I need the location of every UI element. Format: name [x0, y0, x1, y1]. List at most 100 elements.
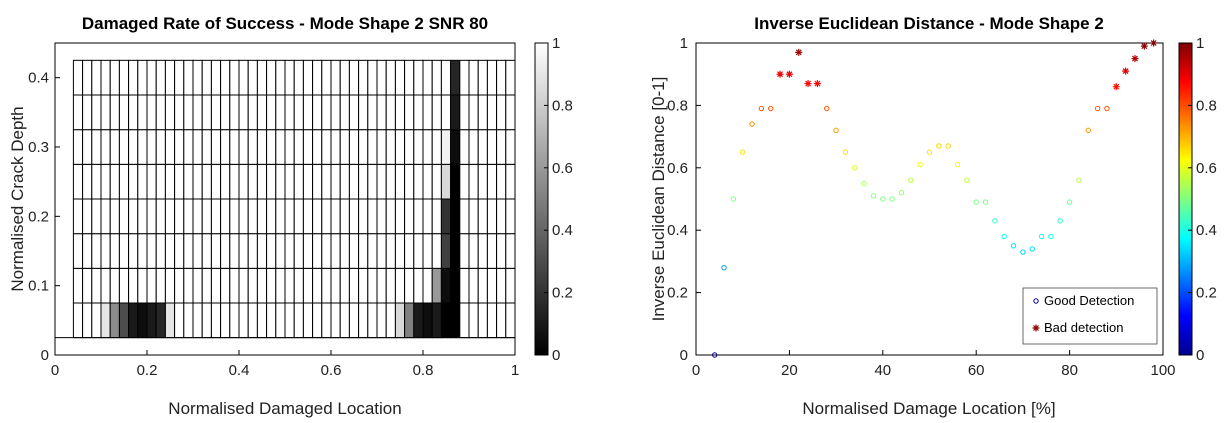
heatmap-cell [321, 198, 332, 235]
heatmap-cell [174, 129, 185, 165]
heatmap-cell [174, 302, 185, 339]
heatmap-cell [440, 233, 452, 269]
bad-detection-point [1112, 83, 1120, 91]
heatmap-cell [82, 198, 93, 235]
legend-marker-good [1033, 298, 1039, 304]
heatmap-cell [72, 267, 84, 304]
heatmap-cell [266, 233, 277, 269]
heatmap-cell [183, 233, 194, 269]
heatmap-cell [358, 198, 369, 235]
heatmap-cell [431, 267, 442, 304]
heatmap-cell [174, 198, 185, 235]
asterisk-stroke [814, 80, 821, 87]
heatmap-cell [496, 94, 507, 131]
heatmap-cell [275, 59, 286, 96]
heatmap-cell [440, 302, 452, 339]
heatmap-cell [284, 163, 295, 200]
bad-detection-point [1140, 42, 1148, 50]
heatmap-cell [376, 94, 387, 131]
heatmap-cell [128, 233, 139, 269]
asterisk-stroke [1113, 83, 1120, 90]
heatmap-cell [256, 129, 268, 165]
heatmap-cell [358, 94, 369, 131]
heatmap-cell [486, 163, 498, 200]
heatmap-cell [256, 94, 268, 131]
heatmap-cell [422, 59, 433, 96]
heatmap-cell [431, 233, 442, 269]
heatmap-cell [505, 233, 516, 269]
heatmap-cell [302, 302, 314, 339]
heatmap-colorbar-tick-label: 0.6 [552, 160, 573, 177]
heatmap-cell [358, 267, 369, 304]
bad-detection-point [1150, 39, 1158, 47]
heatmap-cell [192, 198, 203, 235]
heatmap-cell [358, 302, 369, 339]
heatmap-cell [72, 59, 84, 96]
heatmap-cell [293, 267, 304, 304]
heatmap-cell [137, 198, 148, 235]
heatmap-cell [450, 267, 461, 304]
heatmap-cell [302, 129, 314, 165]
heatmap-cell [459, 94, 470, 131]
heatmap-cell [358, 163, 369, 200]
heatmap-cell [348, 59, 360, 96]
heatmap-cell [450, 129, 461, 165]
heatmap-cell [385, 163, 396, 200]
heatmap-cell [367, 94, 378, 131]
good-detection-point [1010, 243, 1017, 249]
heatmap-cell [330, 198, 341, 235]
heatmap-cell [146, 267, 157, 304]
heatmap-cell [82, 59, 93, 96]
heatmap-cell [293, 163, 304, 200]
heatmap-cell [367, 302, 378, 339]
heatmap-cell [220, 233, 231, 269]
heatmap-cell [210, 129, 222, 165]
heatmap-cell [312, 302, 323, 339]
scatter-y-ticks: 0 0.2 0.4 0.6 0.8 1 [667, 35, 701, 364]
heatmap-cell [496, 267, 507, 304]
heatmap-cell [72, 129, 84, 165]
heatmap-cell [100, 302, 111, 339]
heatmap-y-tick-label: 0.4 [28, 70, 49, 87]
heatmap-cell [118, 94, 130, 131]
heatmap-y-tick-label: 0.3 [28, 139, 49, 156]
heatmap-cell [238, 129, 249, 165]
heatmap-cell [229, 59, 240, 96]
heatmap-cell [247, 198, 258, 235]
heatmap-cell [256, 233, 268, 269]
good-detection-point [926, 149, 933, 155]
heatmap-cell [477, 129, 488, 165]
heatmap-cell [109, 233, 120, 269]
heatmap-x-tick-label: 0.8 [413, 362, 434, 379]
heatmap-cell [201, 302, 212, 339]
heatmap-cell [367, 59, 378, 96]
heatmap-cell [413, 302, 424, 339]
heatmap-cell [385, 302, 396, 339]
good-detection-point [721, 264, 727, 271]
heatmap-cell [164, 94, 176, 131]
heatmap-cell [330, 267, 341, 304]
bad-detection-point [776, 70, 784, 78]
heatmap-cell [330, 129, 341, 165]
heatmap-cell [210, 302, 222, 339]
heatmap-cell [238, 198, 249, 235]
heatmap-cell [201, 129, 212, 165]
heatmap-cell [137, 302, 148, 339]
heatmap-cell [394, 94, 406, 131]
heatmap-cell [422, 129, 433, 165]
heatmap-cell [394, 163, 406, 200]
heatmap-cell [348, 163, 360, 200]
heatmap-cell [284, 267, 295, 304]
heatmap-cell [192, 163, 203, 200]
heatmap-cell [118, 59, 130, 96]
heatmap-cell [440, 129, 452, 165]
scatter-colorbar-tick-label: 1 [1196, 35, 1204, 52]
heatmap-cell [404, 59, 415, 96]
scatter-y-tick-label: 0.2 [667, 285, 688, 302]
heatmap-cell [422, 163, 433, 200]
scatter-y-tick-label: 0 [680, 347, 688, 364]
heatmap-cell [312, 129, 323, 165]
legend-box [1022, 287, 1158, 345]
heatmap-cell [367, 163, 378, 200]
heatmap-cell [137, 233, 148, 269]
